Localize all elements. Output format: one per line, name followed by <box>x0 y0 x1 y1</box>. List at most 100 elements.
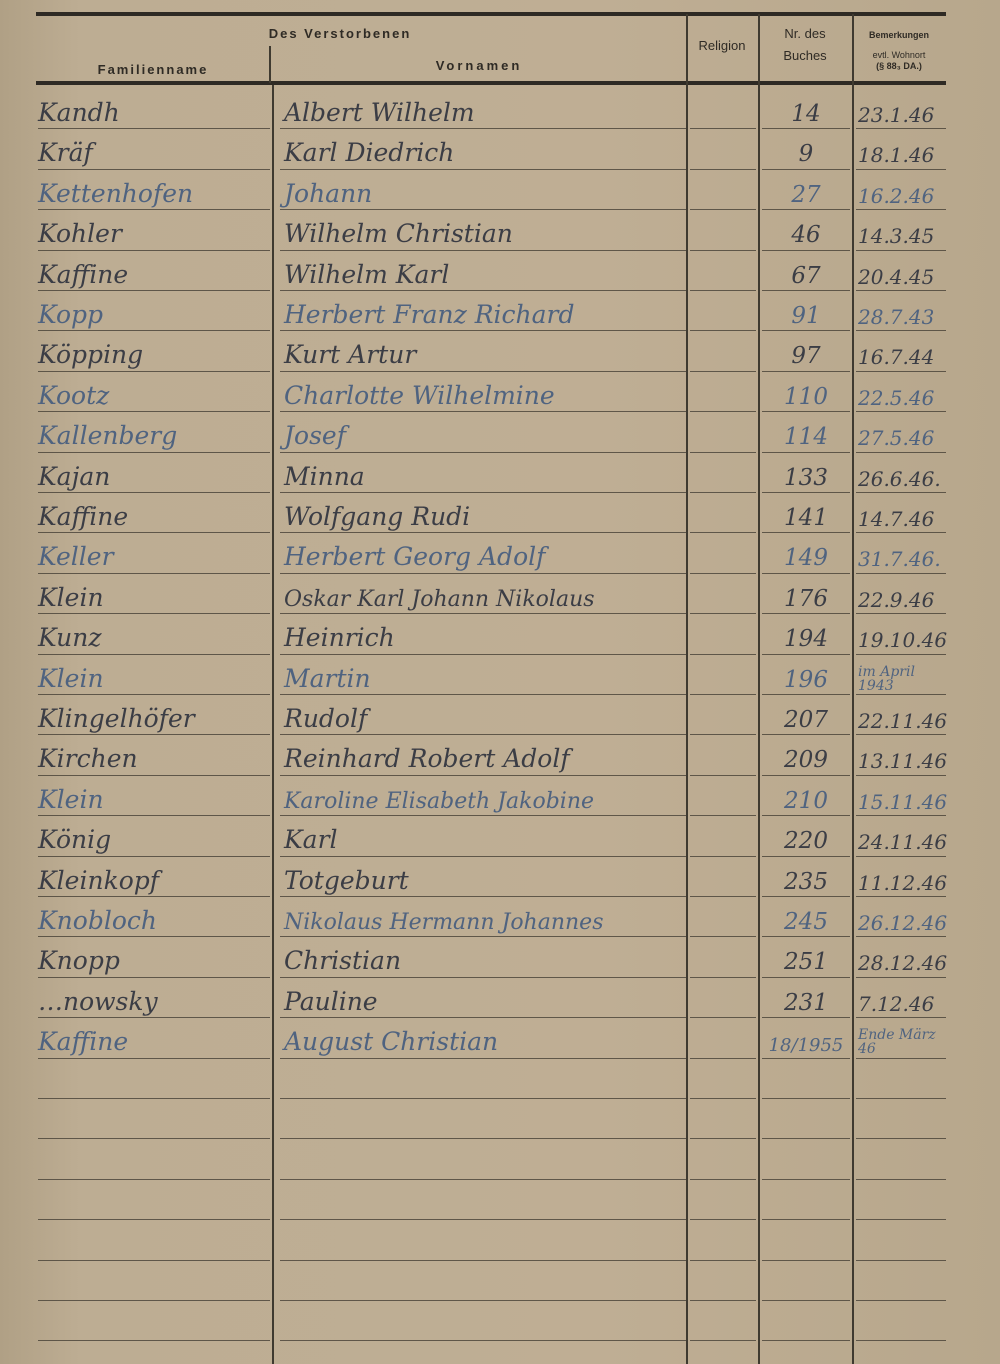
row-rule <box>690 976 756 978</box>
row-rule <box>280 168 686 170</box>
book-number-cell: 14 <box>791 101 821 127</box>
row-rule <box>280 209 686 211</box>
first-names-cell: Karl <box>284 825 338 855</box>
row-rule <box>856 168 946 170</box>
book-number-cell: 235 <box>784 868 828 895</box>
row-rule <box>38 1138 270 1140</box>
row-rule <box>856 1178 946 1180</box>
first-names-cell: Pauline <box>284 986 378 1016</box>
family-name-cell: Kallenberg <box>38 421 178 451</box>
row-rule <box>856 128 946 130</box>
first-names-cell: Karl Diedrich <box>284 138 455 168</box>
row-rule <box>762 1138 850 1140</box>
column-divider <box>269 46 271 83</box>
row-rule <box>856 694 946 695</box>
first-names-cell: Totgeburt <box>284 865 409 895</box>
book-number-cell: 149 <box>784 545 828 572</box>
first-names-cell: Charlotte Wilhelmine <box>284 380 555 410</box>
remarks-cell: 14.3.45 <box>858 224 935 249</box>
row-rule <box>280 653 686 655</box>
row-rule <box>38 1057 270 1059</box>
family-name-cell: Köpping <box>38 340 144 370</box>
row-rule <box>38 451 270 453</box>
row-rule <box>762 411 850 413</box>
row-rule <box>280 532 686 534</box>
family-name-cell: Knobloch <box>38 906 157 935</box>
family-name-cell: Kootz <box>38 380 110 410</box>
row-rule <box>690 653 756 655</box>
family-name-cell: Klingelhöfer <box>38 704 195 733</box>
remarks-cell: 13.11.46 <box>858 749 948 774</box>
book-number-cell: 196 <box>784 666 828 693</box>
remarks-cell: 11.12.46 <box>858 870 948 895</box>
first-names-cell: Wilhelm Karl <box>284 259 450 289</box>
first-names-cell: Christian <box>284 946 402 976</box>
row-rule <box>762 1178 850 1180</box>
row-rule <box>38 896 270 897</box>
row-rule <box>762 774 850 776</box>
row-rule <box>856 370 946 372</box>
family-name-cell: Kettenhofen <box>38 178 194 208</box>
first-names-cell: Heinrich <box>284 623 395 653</box>
remarks-cell: Ende März 46 <box>858 1027 936 1058</box>
row-rule <box>690 896 756 897</box>
row-rule <box>280 1219 686 1221</box>
row-rule <box>762 734 850 736</box>
family-name-cell: Kohler <box>38 219 122 249</box>
row-rule <box>38 370 270 372</box>
remarks-cell: 18.1.46 <box>858 143 935 168</box>
first-names-cell: Herbert Georg Adolf <box>284 542 546 572</box>
remarks-cell: 24.11.46 <box>858 830 948 855</box>
row-rule <box>690 1178 756 1180</box>
remarks-cell: 27.5.46 <box>858 426 935 451</box>
book-number-cell: 176 <box>784 585 828 612</box>
row-rule <box>690 249 756 251</box>
row-rule <box>762 936 850 938</box>
row-rule <box>38 1219 270 1221</box>
remarks-cell: 26.12.46 <box>858 911 948 935</box>
row-rule <box>762 1098 850 1099</box>
family-name-cell: Keller <box>38 542 114 572</box>
remarks-cell: 22.9.46 <box>858 587 935 612</box>
row-rule <box>762 1259 850 1261</box>
family-name-cell: Klein <box>38 582 104 612</box>
row-rule <box>690 411 756 413</box>
row-rule <box>280 1300 686 1301</box>
book-number-cell: 110 <box>784 383 828 410</box>
remarks-cell: 31.7.46. <box>858 547 941 572</box>
family-name-cell: …nowsky <box>38 986 158 1016</box>
row-rule <box>690 1340 756 1342</box>
remarks-cell: 26.6.46. <box>858 466 941 491</box>
remarks-cell: 23.1.46 <box>858 103 935 127</box>
row-rule <box>38 330 270 332</box>
first-names-cell: Wilhelm Christian <box>284 219 513 249</box>
row-rule <box>856 451 946 453</box>
row-rule <box>762 128 850 130</box>
row-rule <box>280 1017 686 1019</box>
row-rule <box>856 249 946 251</box>
row-rule <box>38 1340 270 1342</box>
row-rule <box>280 451 686 453</box>
row-rule <box>38 1017 270 1019</box>
row-rule <box>38 290 270 291</box>
row-rule <box>280 411 686 413</box>
row-rule <box>762 492 850 493</box>
remarks-cell: 19.10.46 <box>858 628 948 653</box>
family-name-cell: Kleinkopf <box>38 865 160 895</box>
row-rule <box>690 815 756 817</box>
row-rule <box>690 1138 756 1140</box>
family-name-cell: Klein <box>38 784 104 814</box>
row-rule <box>690 128 756 130</box>
row-rule <box>856 209 946 211</box>
row-rule <box>856 1017 946 1019</box>
row-rule <box>690 370 756 372</box>
family-name-cell: Kajan <box>38 461 111 491</box>
row-rule <box>280 128 686 130</box>
row-rule <box>856 613 946 615</box>
row-rule <box>280 976 686 978</box>
row-rule <box>38 734 270 736</box>
row-rule <box>280 370 686 372</box>
row-rule <box>856 330 946 332</box>
row-rule <box>38 249 270 251</box>
